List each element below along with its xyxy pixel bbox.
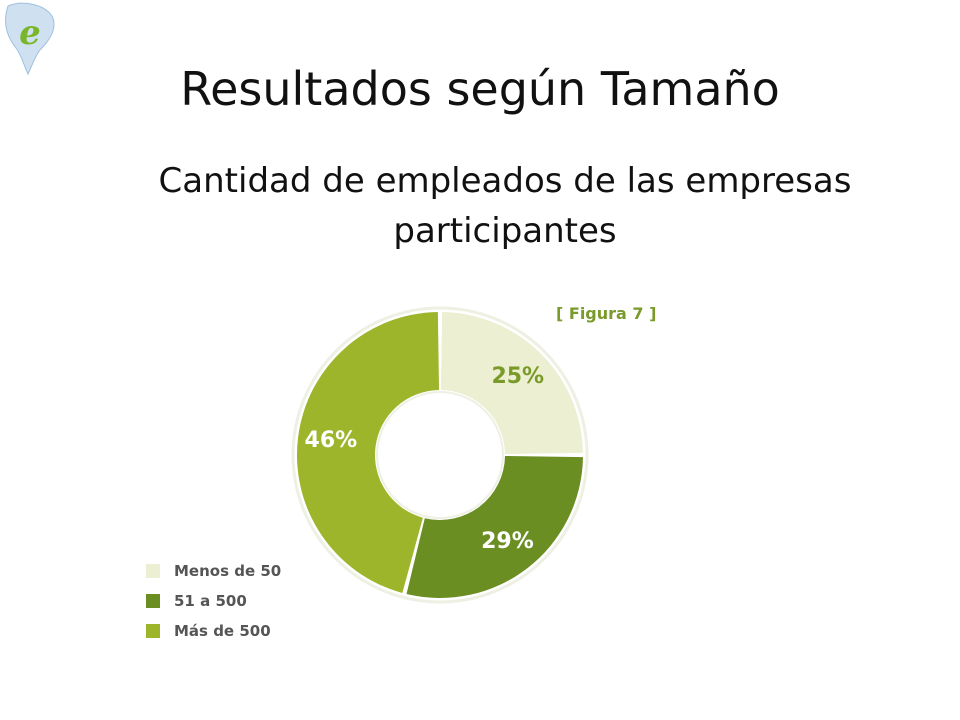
data-label: 29% [481, 529, 534, 554]
donut-hole [376, 391, 504, 519]
slice-mas-500 [297, 312, 440, 593]
donut-outer-ring [291, 306, 589, 604]
legend-swatch [146, 624, 160, 638]
chart-subtitle: Cantidad de empleados de las empresas pa… [158, 161, 852, 251]
globe-e-logo-icon: e [5, 2, 55, 76]
data-label: 46% [305, 428, 358, 453]
page-title: Resultados según Tamaño [180, 62, 780, 116]
donut-chart: 25% 29% 46% [291, 306, 589, 604]
legend-label: 51 a 500 [174, 592, 247, 610]
legend-item-mas-500: Más de 500 [146, 616, 281, 646]
legend-swatch [146, 594, 160, 608]
legend-swatch [146, 564, 160, 578]
chart-legend: Menos de 50 51 a 500 Más de 500 [146, 556, 281, 646]
legend-item-menos-50: Menos de 50 [146, 556, 281, 586]
legend-item-51-500: 51 a 500 [146, 586, 281, 616]
legend-label: Menos de 50 [174, 562, 282, 580]
data-label: 25% [491, 364, 544, 389]
slice-menos-50 [440, 312, 583, 455]
legend-label: Más de 500 [174, 622, 271, 640]
figure-tag: [ Figura 7 ] [556, 304, 657, 323]
slice-51-500 [406, 455, 583, 598]
svg-text:e: e [19, 13, 41, 53]
